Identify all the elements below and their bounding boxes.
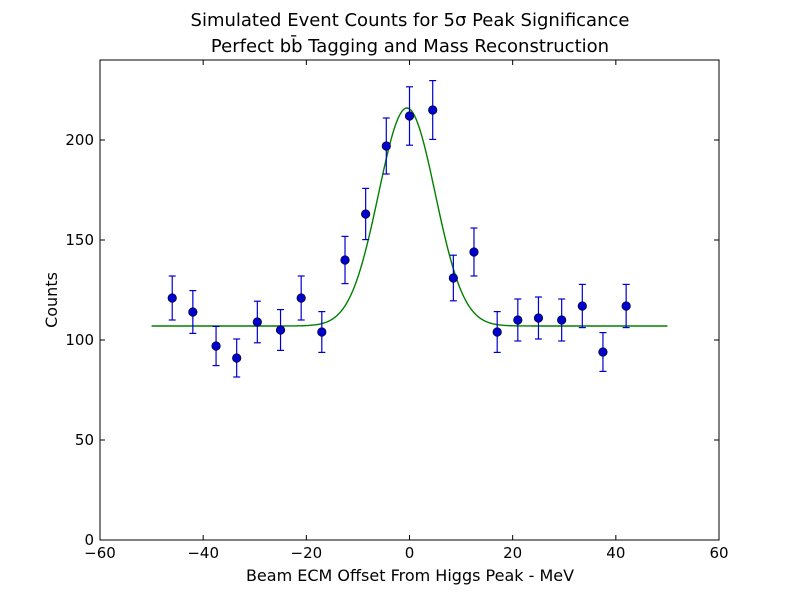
- x-tick-label: 60: [709, 544, 728, 562]
- data-point: [317, 327, 327, 337]
- x-tick-label: 0: [405, 544, 415, 562]
- data-point: [492, 327, 502, 337]
- data-point: [577, 301, 587, 311]
- x-axis-ticks: −60 −40 −20 0 20 40 60: [84, 60, 729, 562]
- data-point-layer: [167, 105, 631, 363]
- y-tick-label: 200: [65, 131, 94, 149]
- data-point: [598, 347, 608, 357]
- data-point: [361, 209, 371, 219]
- data-point: [448, 273, 458, 283]
- data-point: [381, 141, 391, 151]
- y-axis-label: Counts: [42, 272, 61, 328]
- x-tick-label: 40: [606, 544, 625, 562]
- data-point: [211, 341, 221, 351]
- data-point: [557, 315, 567, 325]
- data-point: [167, 293, 177, 303]
- data-point: [621, 301, 631, 311]
- data-point: [404, 111, 415, 121]
- x-tick-label: −60: [84, 544, 116, 562]
- data-point: [513, 315, 523, 325]
- y-tick-label: 150: [65, 231, 94, 249]
- chart-title-line1: Simulated Event Counts for 5σ Peak Signi…: [191, 10, 630, 31]
- data-point: [340, 255, 350, 265]
- data-point: [275, 325, 286, 335]
- x-tick-label: −40: [187, 544, 219, 562]
- data-point: [252, 317, 262, 327]
- x-tick-label: −20: [291, 544, 323, 562]
- y-tick-label: 0: [84, 531, 94, 549]
- data-point: [428, 105, 438, 115]
- data-point: [232, 353, 242, 363]
- y-axis-ticks: 0 50 100 150 200: [65, 131, 719, 549]
- y-tick-label: 100: [65, 331, 94, 349]
- x-tick-label: 20: [503, 544, 522, 562]
- data-point: [533, 313, 544, 323]
- y-tick-label: 50: [75, 431, 94, 449]
- chart-title-line2: Perfect bb̄ Tagging and Mass Reconstruct…: [211, 35, 609, 57]
- data-point: [469, 247, 479, 257]
- x-axis-label: Beam ECM Offset From Higgs Peak - MeV: [246, 566, 574, 585]
- data-point: [296, 293, 306, 303]
- data-point: [188, 307, 198, 317]
